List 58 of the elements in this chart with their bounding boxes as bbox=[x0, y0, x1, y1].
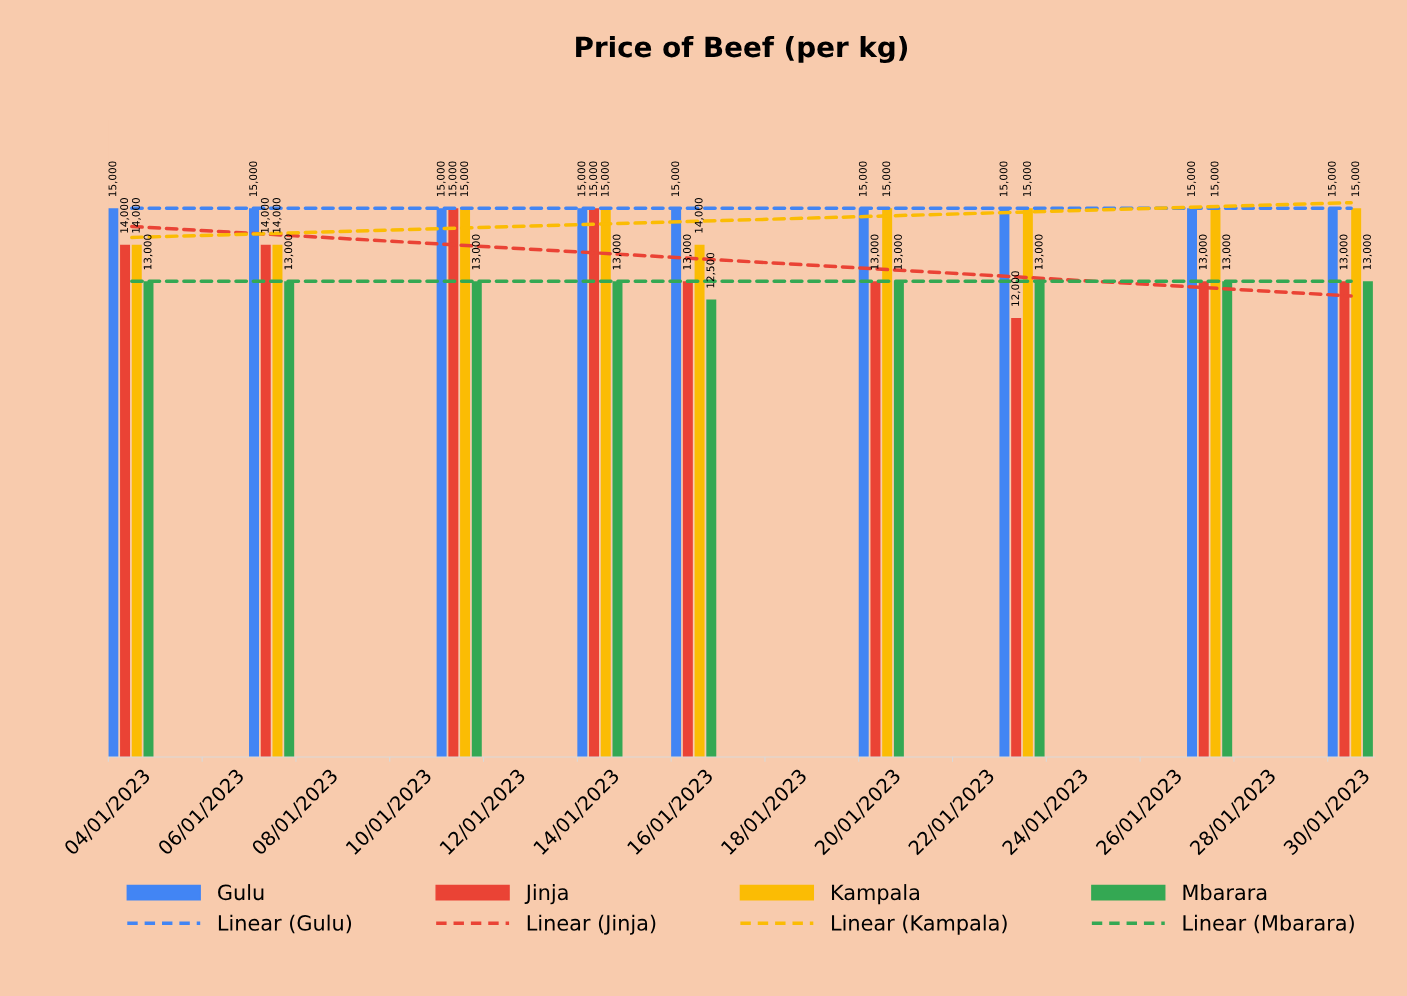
data-label: 14,000 bbox=[260, 198, 270, 233]
data-label: 15,000 bbox=[108, 161, 118, 197]
data-label: 15,000 bbox=[1327, 161, 1337, 197]
bar bbox=[260, 244, 271, 757]
data-label: 15,000 bbox=[460, 161, 470, 197]
data-label: 13,000 bbox=[1339, 234, 1349, 270]
bar bbox=[682, 281, 693, 757]
legend-label: Linear (Jinja) bbox=[527, 914, 656, 935]
data-label: 14,000 bbox=[694, 198, 704, 233]
bar bbox=[272, 244, 283, 757]
data-label: 12,500 bbox=[706, 252, 716, 288]
data-label: 15,000 bbox=[882, 161, 892, 197]
data-label: 15,000 bbox=[999, 161, 1009, 197]
bar bbox=[108, 208, 119, 757]
data-label: 15,000 bbox=[1187, 161, 1197, 197]
data-label: 15,000 bbox=[600, 161, 610, 197]
bar bbox=[706, 299, 717, 757]
data-label: 13,000 bbox=[471, 234, 481, 270]
data-label: 13,000 bbox=[612, 234, 622, 270]
legend-label: Kampala bbox=[832, 884, 919, 905]
bar bbox=[1351, 208, 1362, 757]
data-label: 13,000 bbox=[1222, 234, 1232, 270]
data-label: 13,000 bbox=[894, 234, 903, 270]
data-label: 14,000 bbox=[120, 198, 130, 233]
bar bbox=[1011, 317, 1022, 757]
legend-label: Linear (Kampala) bbox=[832, 914, 1007, 935]
bar bbox=[1210, 208, 1221, 757]
data-label: 15,000 bbox=[448, 161, 458, 197]
legend-label: Linear (Mbarara) bbox=[1183, 914, 1354, 934]
data-label: 15,000 bbox=[249, 161, 259, 197]
data-label: 15,000 bbox=[1351, 161, 1361, 197]
bar bbox=[120, 244, 131, 757]
data-label: 15,000 bbox=[671, 161, 681, 197]
data-label: 15,000 bbox=[858, 161, 868, 197]
data-label: 13,000 bbox=[682, 234, 692, 270]
data-label: 13,000 bbox=[1198, 234, 1208, 270]
data-label: 15,000 bbox=[577, 161, 587, 197]
data-label: 13,000 bbox=[1363, 234, 1372, 270]
data-label: 12,000 bbox=[1011, 271, 1021, 306]
data-label: 15,000 bbox=[1210, 161, 1220, 197]
bar bbox=[694, 244, 705, 757]
bar bbox=[870, 281, 881, 757]
data-label: 15,000 bbox=[1023, 161, 1032, 197]
legend-label: Mbarara bbox=[1183, 884, 1267, 901]
legend-label: Gulu bbox=[218, 884, 264, 901]
bar bbox=[131, 244, 142, 757]
data-label: 14,000 bbox=[131, 198, 141, 233]
bar bbox=[1362, 281, 1373, 757]
data-label: 13,000 bbox=[870, 234, 880, 270]
legend-label: Jinja bbox=[524, 884, 568, 905]
data-label: 13,000 bbox=[143, 234, 153, 270]
data-label: 15,000 bbox=[589, 161, 599, 197]
data-label: 13,000 bbox=[284, 234, 294, 270]
data-label: 14,000 bbox=[272, 198, 282, 233]
data-label: 13,000 bbox=[1034, 234, 1044, 270]
chart-title: Price of Beef (per kg) bbox=[576, 35, 908, 64]
data-label: 15,000 bbox=[436, 161, 446, 197]
legend-label: Linear (Gulu) bbox=[218, 914, 352, 934]
